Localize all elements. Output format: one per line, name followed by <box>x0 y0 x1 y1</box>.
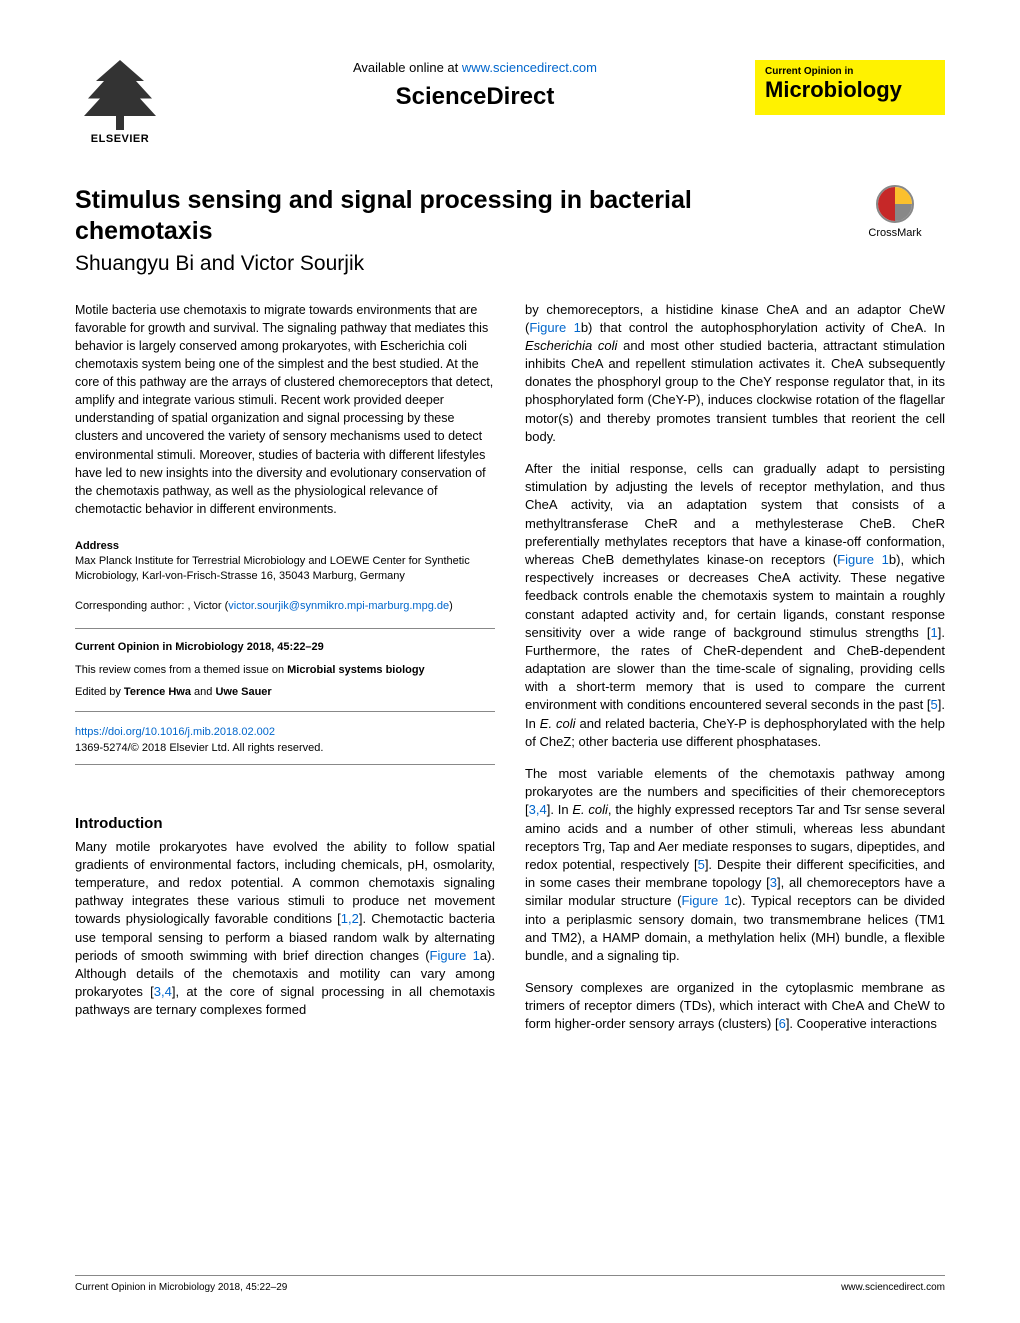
text: b) that control the autophosphorylation … <box>581 320 945 335</box>
corresp-suffix: ) <box>449 600 453 612</box>
crossmark-label: CrossMark <box>845 227 945 239</box>
elsevier-label: ELSEVIER <box>75 133 165 145</box>
doi-link[interactable]: https://doi.org/10.1016/j.mib.2018.02.00… <box>75 726 495 738</box>
right-para-1: by chemoreceptors, a histidine kinase Ch… <box>525 301 945 447</box>
text: ]. In <box>547 802 573 817</box>
themed-issue: Microbial systems biology <box>287 664 425 676</box>
ref-link[interactable]: 3 <box>770 875 777 890</box>
ref-link[interactable]: 5 <box>931 697 938 712</box>
badge-line2: Microbiology <box>765 77 935 103</box>
edited-and: and <box>191 686 215 698</box>
title-row: Stimulus sensing and signal processing i… <box>75 185 945 276</box>
footer-right: www.sciencedirect.com <box>841 1282 945 1293</box>
crossmark-widget[interactable]: CrossMark <box>845 185 945 239</box>
header-center: Available online at www.sciencedirect.co… <box>195 60 755 111</box>
page-footer: Current Opinion in Microbiology 2018, 45… <box>75 1275 945 1293</box>
journal-badge: Current Opinion in Microbiology <box>755 60 945 115</box>
sciencedirect-brand: ScienceDirect <box>195 83 755 111</box>
figure-link[interactable]: Figure 1 <box>681 893 731 908</box>
editor-2: Uwe Sauer <box>215 686 271 698</box>
available-prefix: Available online at <box>353 60 462 75</box>
editor-1: Terence Hwa <box>124 686 191 698</box>
corresp-prefix: Corresponding author: , Victor ( <box>75 600 228 612</box>
ref-link[interactable]: 1 <box>931 625 938 640</box>
divider <box>75 764 495 765</box>
crossmark-icon <box>876 185 914 223</box>
elsevier-tree-icon <box>80 60 160 130</box>
badge-line1: Current Opinion in <box>765 66 935 77</box>
figure-link[interactable]: Figure 1 <box>837 552 889 567</box>
introduction-heading: Introduction <box>75 815 495 832</box>
themed-prefix: This review comes from a themed issue on <box>75 664 287 676</box>
divider <box>75 628 495 629</box>
divider <box>75 711 495 712</box>
right-column: by chemoreceptors, a histidine kinase Ch… <box>525 301 945 1048</box>
edited-prefix: Edited by <box>75 686 124 698</box>
sciencedirect-url[interactable]: www.sciencedirect.com <box>462 60 597 75</box>
address-heading: Address <box>75 540 495 552</box>
copyright: 1369-5274/© 2018 Elsevier Ltd. All right… <box>75 742 495 754</box>
page-header: ELSEVIER Available online at www.science… <box>75 60 945 155</box>
journal-line: Current Opinion in Microbiology 2018, 45… <box>75 641 324 653</box>
right-para-3: The most variable elements of the chemot… <box>525 765 945 965</box>
article-title: Stimulus sensing and signal processing i… <box>75 185 825 248</box>
abstract: Motile bacteria use chemotaxis to migrat… <box>75 301 495 519</box>
text: and most other studied bacteria, attract… <box>525 338 945 444</box>
figure-link[interactable]: Figure 1 <box>430 948 480 963</box>
available-online: Available online at www.sciencedirect.co… <box>195 60 755 75</box>
address-body: Max Planck Institute for Terrestrial Mic… <box>75 554 495 585</box>
text: ]. Cooperative interactions <box>786 1016 937 1031</box>
title-block: Stimulus sensing and signal processing i… <box>75 185 825 276</box>
species-name: E. coli <box>572 802 608 817</box>
elsevier-logo: ELSEVIER <box>75 60 165 155</box>
two-column-body: Motile bacteria use chemotaxis to migrat… <box>75 301 945 1048</box>
authors: Shuangyu Bi and Victor Sourjik <box>75 252 825 276</box>
species-name: Escherichia coli <box>525 338 617 353</box>
left-para-1: Many motile prokaryotes have evolved the… <box>75 838 495 1020</box>
ref-link[interactable]: 3,4 <box>529 802 547 817</box>
species-name: E. coli <box>540 716 576 731</box>
right-para-2: After the initial response, cells can gr… <box>525 460 945 751</box>
footer-left: Current Opinion in Microbiology 2018, 45… <box>75 1282 287 1293</box>
corresponding-author: Corresponding author: , Victor (victor.s… <box>75 599 495 614</box>
ref-link[interactable]: 6 <box>779 1016 786 1031</box>
left-column: Motile bacteria use chemotaxis to migrat… <box>75 301 495 1048</box>
text: and related bacteria, CheY-P is dephosph… <box>525 716 945 749</box>
corresp-email-link[interactable]: victor.sourjik@synmikro.mpi-marburg.mpg.… <box>228 600 449 612</box>
ref-link[interactable]: 1,2 <box>341 911 359 926</box>
publication-info: Current Opinion in Microbiology 2018, 45… <box>75 639 495 701</box>
right-para-4: Sensory complexes are organized in the c… <box>525 979 945 1034</box>
ref-link[interactable]: 3,4 <box>154 984 172 999</box>
ref-link[interactable]: 5 <box>698 857 705 872</box>
figure-link[interactable]: Figure 1 <box>529 320 580 335</box>
